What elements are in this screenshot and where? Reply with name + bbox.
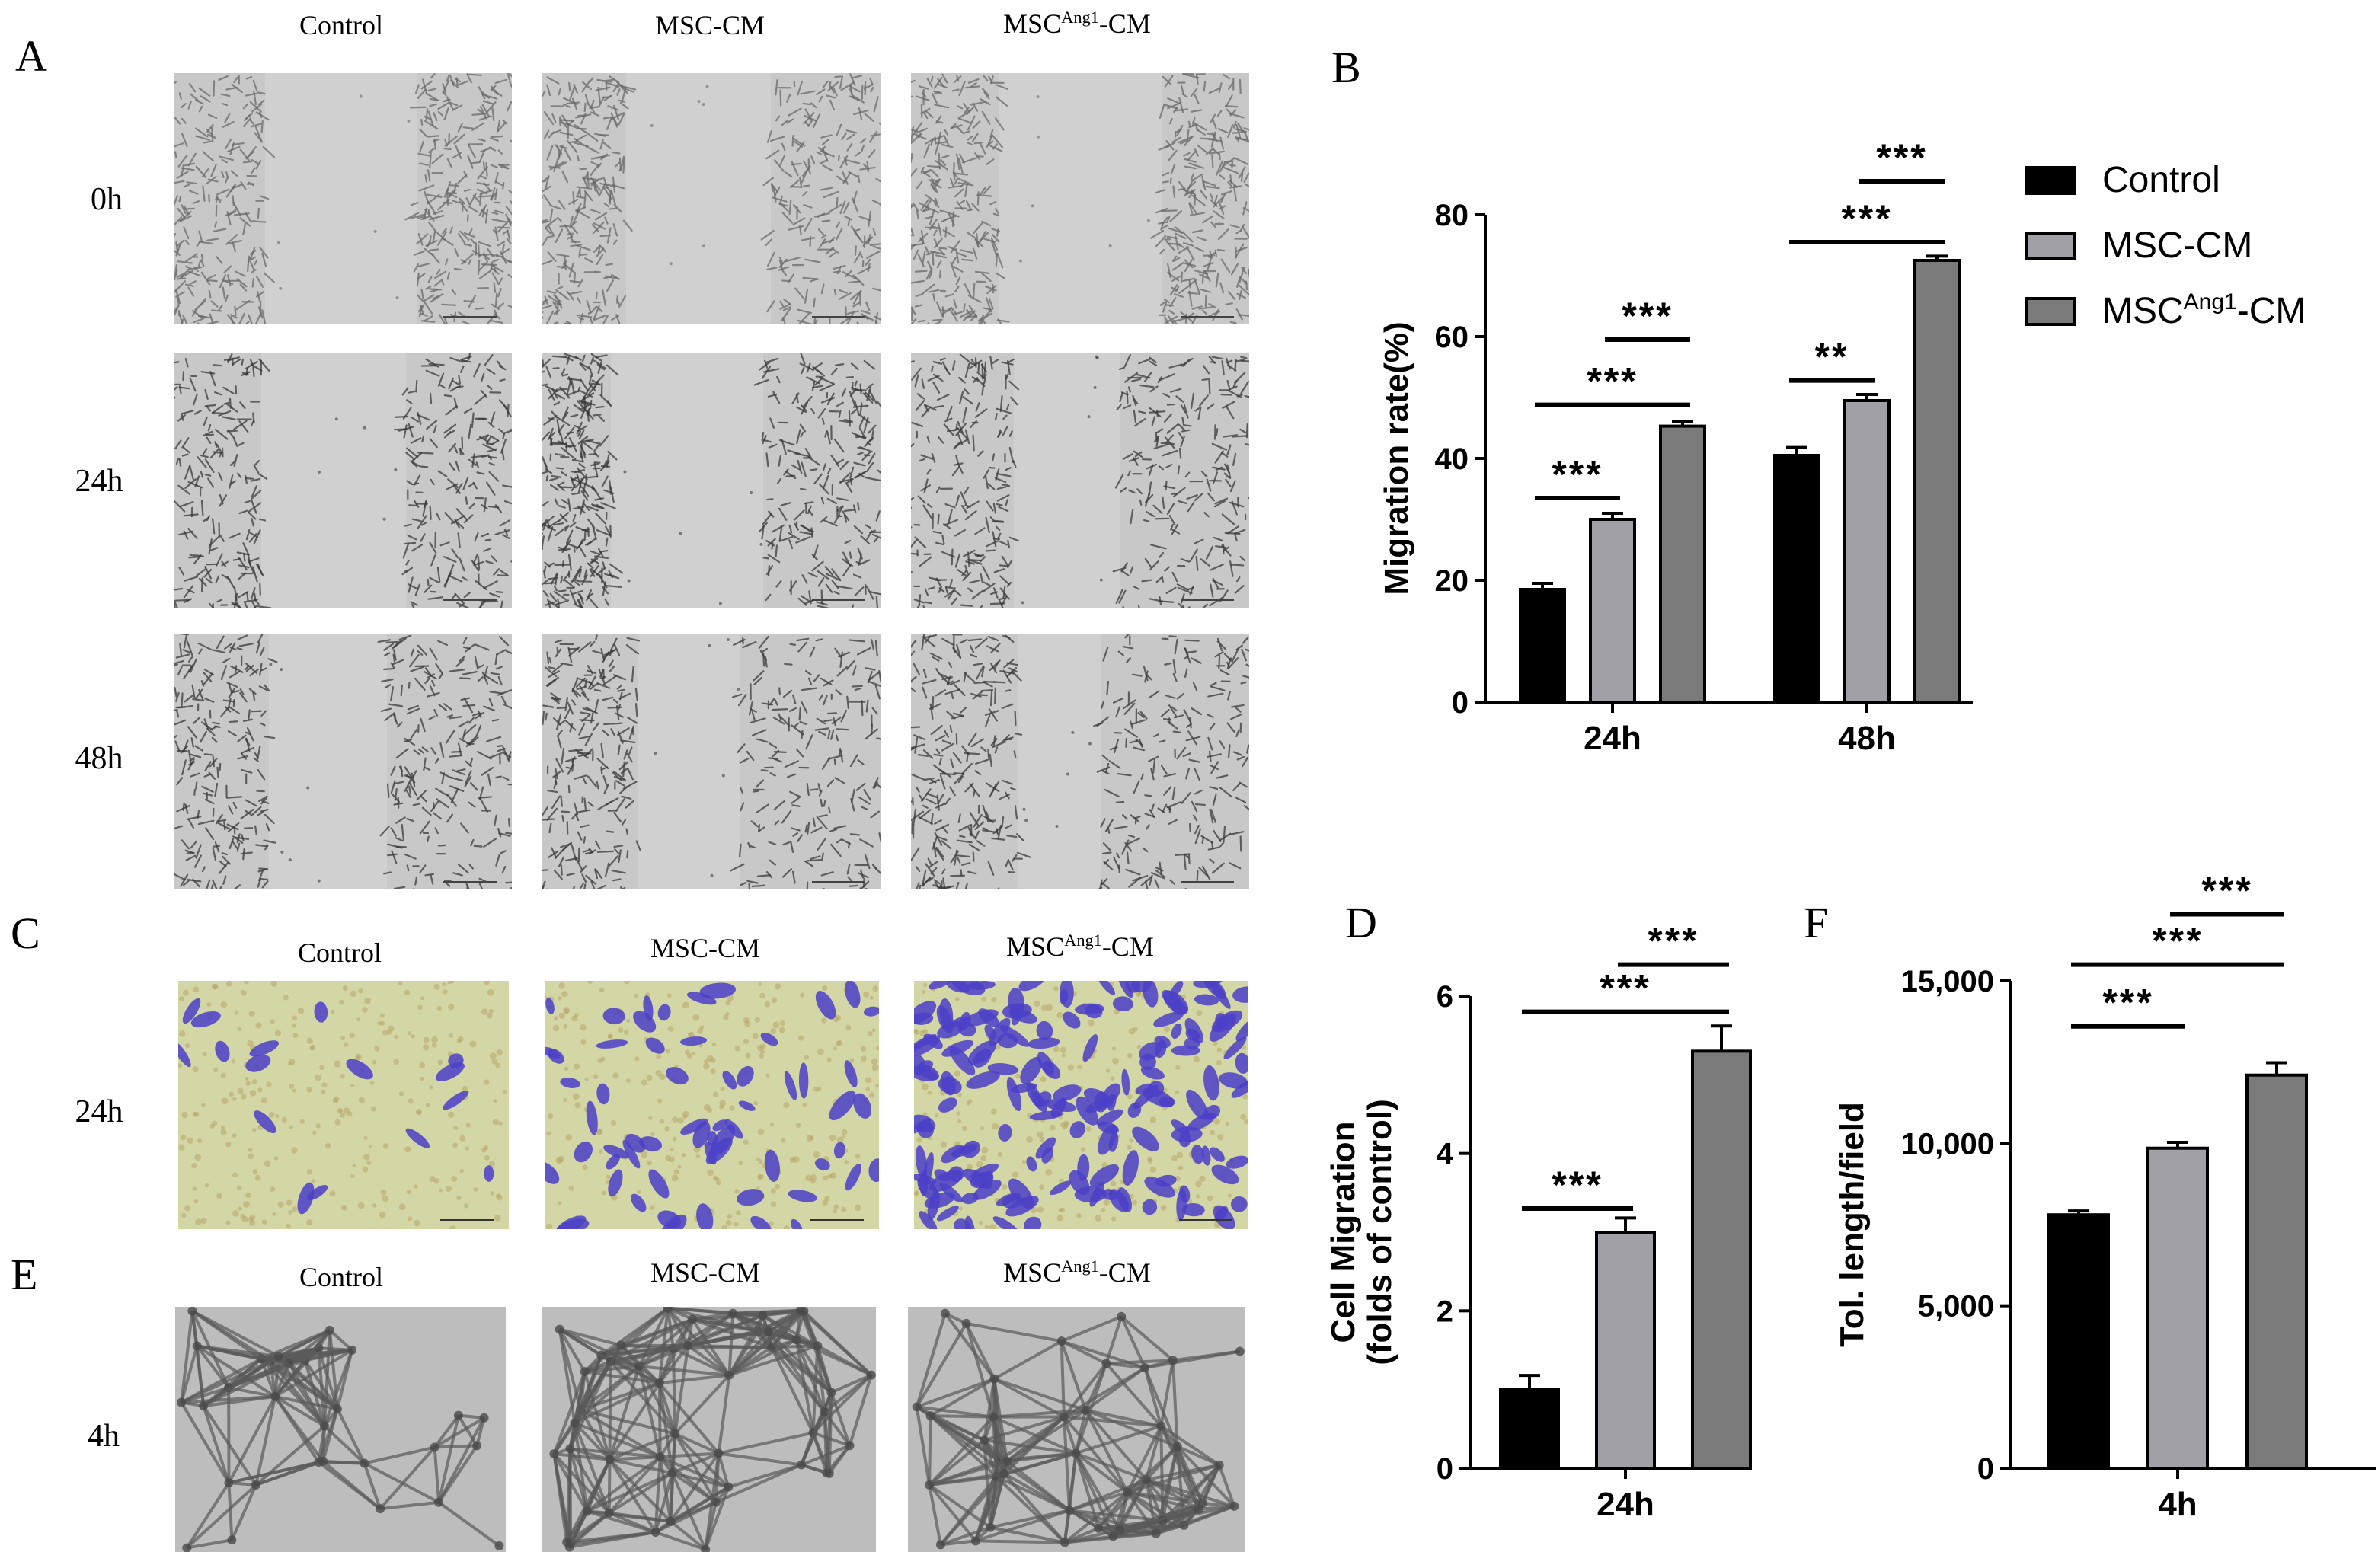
tube-col-label-msc-cm: MSC-CM xyxy=(650,1257,761,1288)
chart-d-y-tick-label: 6 xyxy=(1437,980,1453,1014)
panel-letter-e: E xyxy=(11,1250,38,1299)
chart-b-y-tick-label: 0 xyxy=(1452,686,1469,720)
scratch-image-24h-control xyxy=(174,353,512,608)
chart-d-y-axis-title: Cell Migration xyxy=(1325,1122,1362,1343)
chart-f-bar-4h-0 xyxy=(2047,1213,2110,1470)
scratch-image-24h-msc-cm xyxy=(542,353,881,608)
chart-b-significance-label: *** xyxy=(1876,136,1927,179)
chart-d-bar-24h-1 xyxy=(1595,1231,1656,1470)
chart-b-legend-label: MSC-CM xyxy=(2102,225,2252,266)
chart-b-significance-label: *** xyxy=(1552,453,1603,496)
tube-col-label-msc-ang1-cm: MSCAng1-CM xyxy=(1003,1257,1151,1288)
chart-b-bar-48h-2 xyxy=(1913,259,1961,704)
chart-b-significance-label: ** xyxy=(1815,336,1849,378)
chart-b-bar-48h-0 xyxy=(1773,454,1820,704)
scratch-image-0h-control xyxy=(174,73,512,324)
chart-b-x-tick-label: 48h xyxy=(1838,720,1896,757)
tube-col-label-control: Control xyxy=(299,1262,383,1292)
tube-image-msc-ang1-cm xyxy=(908,1307,1245,1552)
transwell-col-label-msc-ang1-cm: MSCAng1-CM xyxy=(1006,931,1154,962)
transwell-row-label: 24h xyxy=(75,1094,123,1129)
scratch-row-label-48h: 48h xyxy=(75,741,123,776)
chart-d-x-tick-label: 24h xyxy=(1597,1486,1654,1523)
chart-f-y-tick-label: 10,000 xyxy=(1901,1127,1994,1161)
tube-length-chart: 0 5,000 10,000 15,000 Tol. length/field 4h ***… xyxy=(1833,870,2376,1523)
chart-b-bar-24h-1 xyxy=(1589,518,1636,704)
chart-b-bar-48h-1 xyxy=(1843,399,1891,704)
scratch-col-label-msc-cm: MSC-CM xyxy=(654,10,765,40)
chart-d-y-tick-label: 0 xyxy=(1437,1452,1453,1486)
chart-b-significance-label: *** xyxy=(1587,360,1638,403)
scratch-row-label-24h: 24h xyxy=(75,464,123,499)
panel-letter-d: D xyxy=(1345,898,1377,947)
chart-f-y-tick-label: 15,000 xyxy=(1901,965,1994,998)
tube-image-control xyxy=(175,1307,506,1552)
chart-d-y-axis-subtitle: (folds of control) xyxy=(1361,1099,1398,1365)
chart-d-significance-label: *** xyxy=(1648,920,1699,963)
chart-b-legend: Control MSC-CM MSCAng1-CM xyxy=(2025,160,2306,331)
chart-b-legend-swatch xyxy=(2025,232,2076,260)
chart-b-y-tick-label: 40 xyxy=(1435,442,1469,476)
chart-b-y-tick-label: 20 xyxy=(1435,564,1469,598)
chart-f-significance-label: *** xyxy=(2152,920,2203,963)
transwell-image-control xyxy=(178,981,509,1229)
scratch-image-0h-msc-ang1-cm xyxy=(911,73,1249,324)
chart-b-legend-swatch xyxy=(2025,297,2076,326)
chart-b-bar-24h-0 xyxy=(1519,588,1566,704)
chart-b-y-tick-label: 60 xyxy=(1435,321,1469,354)
transwell-image-msc-cm xyxy=(545,981,879,1229)
scratch-row-label-0h: 0h xyxy=(91,182,123,217)
chart-d-bar-24h-2 xyxy=(1691,1049,1752,1471)
chart-f-significance-label: *** xyxy=(2201,870,2252,912)
scratch-image-48h-control xyxy=(174,634,512,889)
chart-f-x-tick-label: 4h xyxy=(2158,1486,2197,1523)
cell-migration-chart: 0 2 4 6 Cell Migration (folds of control) 24h *… xyxy=(1325,920,1752,1523)
chart-f-bar-4h-2 xyxy=(2245,1073,2308,1470)
scratch-image-0h-msc-cm xyxy=(542,73,881,324)
chart-f-y-tick-label: 5,000 xyxy=(1918,1290,1994,1324)
chart-b-y-axis-title: Migration rate(%) xyxy=(1378,321,1415,595)
scratch-col-label-control: Control xyxy=(299,10,383,40)
chart-f-y-tick-label: 0 xyxy=(1977,1452,1994,1486)
chart-b-y-tick-label: 80 xyxy=(1435,199,1469,232)
chart-b-legend-swatch xyxy=(2025,166,2076,195)
transwell-col-label-msc-cm: MSC-CM xyxy=(650,933,761,963)
chart-d-y-tick-label: 2 xyxy=(1437,1295,1453,1328)
transwell-col-label-control: Control xyxy=(297,937,382,968)
scratch-image-48h-msc-cm xyxy=(542,634,881,889)
chart-b-bar-24h-2 xyxy=(1659,424,1706,704)
chart-f-y-axis-title: Tol. length/field xyxy=(1833,1102,1871,1347)
chart-b-significance-label: *** xyxy=(1622,295,1673,337)
chart-f-bar-4h-1 xyxy=(2146,1146,2209,1470)
transwell-image-msc-ang1-cm xyxy=(914,981,1248,1229)
tube-row-label: 4h xyxy=(88,1419,120,1454)
chart-f-significance-label: *** xyxy=(2102,982,2153,1024)
scratch-image-48h-msc-ang1-cm xyxy=(911,634,1249,889)
scratch-image-24h-msc-ang1-cm xyxy=(911,353,1249,608)
tube-image-msc-cm xyxy=(542,1307,876,1552)
chart-d-y-tick-label: 4 xyxy=(1437,1138,1454,1171)
chart-b-significance-label: *** xyxy=(1841,197,1892,240)
panel-letter-f: F xyxy=(1804,898,1829,947)
scratch-col-label-msc-ang1-cm: MSCAng1-CM xyxy=(1003,8,1151,39)
panel-letter-a: A xyxy=(15,31,47,81)
panel-letter-c: C xyxy=(11,909,40,958)
chart-d-bar-24h-0 xyxy=(1499,1388,1560,1471)
panel-letter-b: B xyxy=(1331,43,1361,92)
chart-b-legend-label: Control xyxy=(2102,160,2220,200)
chart-d-significance-label: *** xyxy=(1552,1164,1603,1206)
chart-b-legend-label: MSCAng1-CM xyxy=(2102,289,2306,331)
chart-d-significance-label: *** xyxy=(1600,967,1651,1010)
chart-b-x-tick-label: 24h xyxy=(1584,720,1641,757)
